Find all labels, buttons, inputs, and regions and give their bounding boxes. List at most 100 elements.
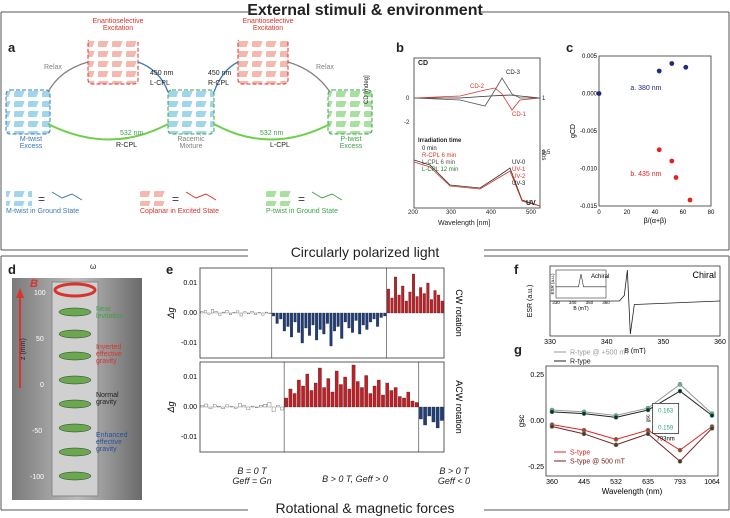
e-bar: [309, 390, 314, 408]
d-axis-label: z (mm): [20, 338, 27, 360]
m-twist-box: [5, 89, 51, 135]
g-series-line: [551, 383, 713, 417]
e-bar: [419, 406, 423, 420]
e-bar: [225, 404, 230, 408]
e-bar: [429, 299, 433, 314]
b-xtick-2: 400: [486, 210, 497, 216]
e-bar: [279, 312, 283, 320]
e-bar: [276, 405, 280, 408]
e-bar: [361, 312, 365, 326]
c-point: [669, 61, 675, 66]
e-bar: [234, 406, 238, 409]
e-bar: [200, 311, 204, 314]
panel-a-diagram: = = =: [5, 40, 373, 206]
e-bar: [408, 291, 412, 314]
e-bar: [214, 311, 218, 314]
b-uv-legend-0: UV-0: [512, 160, 526, 166]
f-inset-xtick: 340: [569, 300, 577, 305]
e-bar: [297, 312, 301, 333]
e-bar: [393, 387, 398, 408]
e-bar: [275, 312, 279, 324]
d-ytick-0: 100: [34, 290, 46, 297]
e-bar: [372, 312, 376, 320]
g-point: [613, 415, 619, 420]
c-ytick: -0.015: [580, 204, 598, 210]
c-ytick: 0.000: [582, 92, 598, 98]
e-bar: [225, 310, 229, 314]
e-bar: [250, 405, 255, 408]
f-xlabel: B (mT): [624, 348, 645, 354]
g-inset-area: [652, 403, 680, 434]
g-point: [613, 437, 619, 442]
e-bar: [254, 312, 258, 315]
panel-label-c: c: [566, 40, 574, 55]
e-bar: [358, 312, 362, 335]
e-bar: [318, 367, 322, 408]
e-bar: [322, 387, 326, 408]
e-bar: [347, 312, 351, 329]
g-point: [677, 447, 683, 453]
e-bar: [394, 276, 398, 314]
e-bar: [365, 312, 369, 330]
e-bar: [236, 310, 240, 314]
e-bar: [437, 294, 441, 314]
c-series-label: a. 380 nm: [630, 85, 661, 92]
f-inset-ylabel: ESR (a.u.): [550, 273, 555, 295]
e-bar: [404, 300, 408, 314]
e-bar: [389, 390, 394, 408]
g-xtick: 635: [642, 479, 654, 486]
e-title: ACW rotation: [454, 380, 464, 434]
e-bar: [263, 404, 267, 408]
e-bar: [339, 384, 343, 408]
c-ytick: 0.005: [582, 54, 598, 60]
e-bar: [307, 312, 311, 336]
b-xlabel: Wavelength [nm]: [438, 220, 491, 227]
c-point: [669, 158, 675, 164]
label-450-left: 450 nm: [150, 70, 174, 77]
c-xtick: 40: [652, 210, 659, 216]
g-ylabel: gsc: [517, 415, 526, 427]
f-inset-xtick: 330: [552, 300, 560, 305]
e-label-r2: B > 0 T, Geff > 0: [322, 474, 388, 484]
e-bar: [246, 406, 251, 410]
panel-label-g: g: [514, 342, 522, 357]
e-bar: [239, 312, 243, 317]
e-bar: [301, 385, 305, 408]
e-bar: [397, 294, 401, 314]
panel-e-chart: 0.01 0.00 -0.01 Δg CW rotation 0.01 0.00 -0.01 Δ…: [166, 267, 464, 453]
enantio-right-box: [237, 40, 289, 85]
g-point: [549, 409, 555, 415]
e-plot-area: [199, 361, 445, 453]
e-bar: [422, 293, 426, 314]
e-bar: [340, 312, 344, 339]
g-ytick: 0.00: [530, 418, 544, 425]
racemic-box: [167, 89, 215, 135]
e-bar: [336, 312, 340, 327]
e-bar: [286, 312, 290, 327]
svg-text:=: =: [172, 192, 179, 206]
g-point: [613, 442, 619, 448]
e-bar: [268, 312, 272, 314]
g-ytick: -0.25: [528, 464, 544, 471]
e-bar: [414, 402, 419, 408]
e-bar: [297, 379, 301, 408]
label-relax-left: Relax: [44, 64, 62, 71]
c-plot-area: [598, 55, 712, 207]
e-bar: [372, 385, 377, 408]
e-bar: [282, 312, 286, 332]
g-point: [581, 411, 587, 416]
panel-f-chart: 330 340 350 360 B (mT) ESR (a.u.) Chiral Achira…: [527, 265, 726, 354]
e-bar: [351, 312, 354, 333]
e-bar: [334, 370, 339, 408]
panel-label-f: f: [514, 262, 519, 277]
e-bar: [290, 312, 293, 338]
e-bar: [343, 376, 347, 408]
e-bar: [410, 400, 415, 408]
c-xtick: 0: [597, 210, 601, 216]
e-plot-area: [199, 267, 445, 359]
legend-c-tile: [140, 190, 166, 206]
g-point: [709, 426, 715, 431]
e-bar: [208, 406, 213, 409]
